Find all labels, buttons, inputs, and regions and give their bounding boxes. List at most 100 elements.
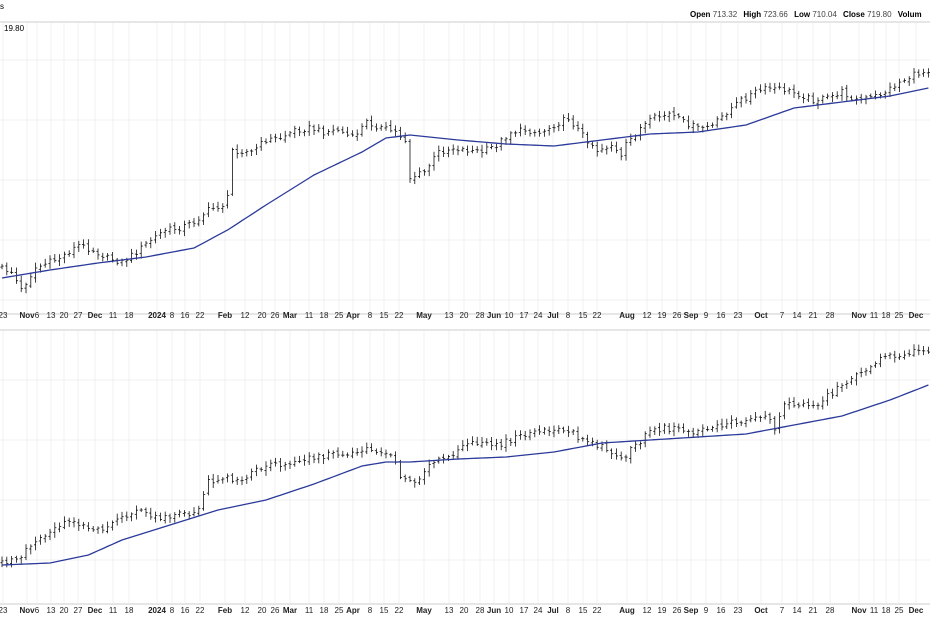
- x-tick-label: 20: [258, 606, 267, 615]
- ohlc-bar: [43, 534, 47, 543]
- ohlc-bar: [341, 126, 345, 135]
- x-tick-label: Jun: [487, 606, 501, 615]
- ohlc-bar: [302, 129, 306, 137]
- ohlc-bar: [782, 83, 786, 95]
- ohlc-bar: [590, 140, 594, 149]
- ohlc-bar: [710, 122, 714, 128]
- ohlc-bar: [158, 228, 162, 239]
- ohlc-bar: [730, 415, 734, 429]
- x-tick-label: 18: [882, 311, 891, 320]
- ohlc-bar: [216, 475, 220, 484]
- x-tick-label: 11: [305, 311, 314, 320]
- ohlc-bar: [346, 452, 350, 458]
- ohlc-bar: [470, 436, 474, 446]
- ohlc-bar: [77, 240, 81, 252]
- ohlc-bar: [14, 555, 18, 563]
- ohlc-bar: [365, 442, 369, 455]
- x-tick-label: 21: [809, 606, 818, 615]
- ohlc-bar: [547, 426, 551, 437]
- x-tick-label: 15: [380, 311, 389, 320]
- x-tick-label: 12: [643, 311, 652, 320]
- ohlc-bar: [643, 431, 647, 448]
- ohlc-bar: [720, 112, 724, 121]
- ohlc-bar: [614, 448, 618, 460]
- x-tick-label: 12: [241, 606, 250, 615]
- ohlc-bar: [739, 420, 743, 427]
- ohlc-bar: [696, 428, 700, 438]
- ohlc-bar: [360, 446, 364, 458]
- ohlc-bar: [475, 436, 479, 447]
- ohlc-bar: [480, 144, 484, 158]
- ohlc-bar: [576, 426, 580, 443]
- x-tick-label: 8: [170, 606, 175, 615]
- ohlc-bar: [226, 473, 230, 483]
- ohlc-bar: [446, 146, 450, 158]
- ohlc-bar: [662, 111, 666, 121]
- ohlc-bar: [893, 350, 897, 363]
- x-tick-label: 10: [505, 606, 514, 615]
- ohlc-bar: [158, 512, 162, 522]
- ohlc-bar: [922, 68, 926, 77]
- ohlc-bar: [917, 69, 921, 78]
- ohlc-bar: [778, 412, 782, 434]
- ohlc-bar: [254, 464, 258, 477]
- x-tick-label: 23: [0, 606, 8, 615]
- ohlc-bar: [274, 133, 278, 143]
- ohlc-bar: [557, 425, 561, 434]
- ohlc-bar: [466, 438, 470, 452]
- ohlc-bar: [874, 361, 878, 368]
- ohlc-bar: [763, 410, 767, 420]
- ohlc-bar: [322, 453, 326, 464]
- ohlc-bar: [182, 510, 186, 517]
- ohlc-bar: [254, 143, 258, 155]
- ohlc-bar: [86, 522, 90, 532]
- x-tick-label: Nov: [19, 311, 35, 320]
- ohlc-bar: [259, 137, 263, 151]
- x-tick-label: 11: [870, 606, 879, 615]
- ohlc-bar: [739, 96, 743, 108]
- ohlc-bar: [830, 92, 834, 103]
- ohlc-bar: [773, 416, 777, 435]
- ohlc-bar: [859, 93, 863, 104]
- ohlc-bar: [638, 441, 642, 450]
- ohlc-bar: [787, 397, 791, 410]
- x-tick-label: 8: [566, 606, 571, 615]
- ohlc-bar: [830, 388, 834, 399]
- ohlc-bar: [293, 125, 297, 139]
- x-tick-label: 18: [125, 311, 134, 320]
- ohlc-bar: [888, 352, 892, 360]
- close-value: 719.80: [867, 10, 892, 19]
- x-tick-label: May: [416, 606, 432, 615]
- ohlc-bar: [528, 128, 532, 137]
- ohlc-bar: [528, 429, 532, 441]
- ohlc-bar: [869, 93, 873, 99]
- ohlc-bar: [509, 131, 513, 144]
- ohlc-bar: [701, 424, 705, 437]
- ohlc-bar: [86, 239, 90, 256]
- ohlc-bar: [413, 478, 417, 488]
- ohlc-bar: [442, 146, 446, 157]
- ohlc-bar: [542, 426, 546, 435]
- ohlc-bar: [341, 450, 345, 458]
- ohlc-bar: [355, 129, 359, 141]
- x-tick-label: 6: [35, 311, 40, 320]
- ohlc-bar: [504, 434, 508, 452]
- ohlc-bar: [370, 443, 374, 453]
- ohlc-bar: [211, 203, 215, 211]
- ohlc-bar: [34, 536, 38, 551]
- ohlc-bar: [797, 90, 801, 100]
- ohlc-bar: [58, 254, 62, 267]
- ohlc-bar: [278, 458, 282, 472]
- x-tick-label: 9: [704, 311, 709, 320]
- x-tick-label: 23: [0, 311, 8, 320]
- ohlc-bar: [365, 118, 369, 130]
- x-tick-label: Sep: [684, 311, 699, 320]
- ohlc-bar: [125, 511, 129, 522]
- ohlc-bar: [437, 145, 441, 162]
- ohlc-bar: [245, 474, 249, 484]
- x-tick-label: 10: [505, 311, 514, 320]
- ohlc-bar: [211, 473, 215, 489]
- ohlc-bar: [552, 425, 556, 438]
- ohlc-bar: [538, 425, 542, 435]
